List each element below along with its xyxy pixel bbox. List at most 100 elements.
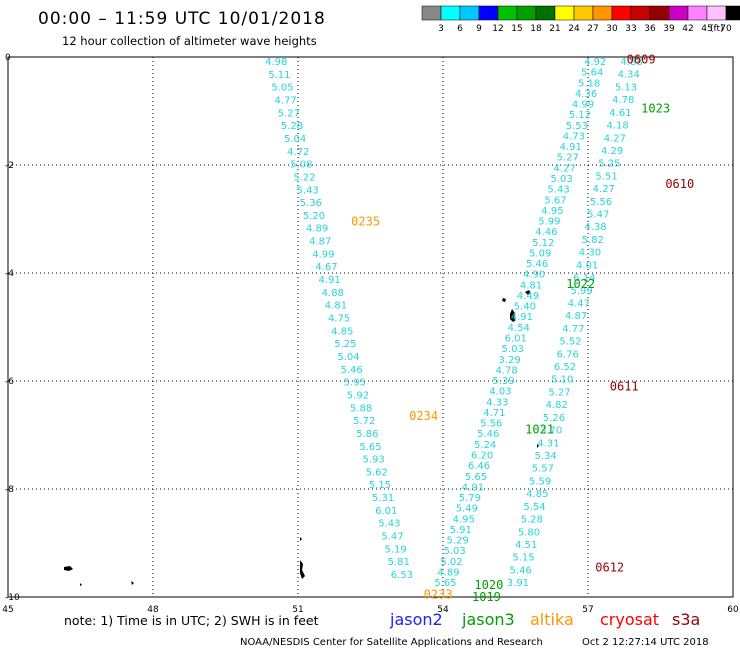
wave-height-value: 6.01 [375, 506, 397, 517]
wave-height-value: 6.52 [554, 362, 576, 373]
wave-height-value: 4.77 [562, 324, 584, 335]
wave-height-value: 5.25 [334, 339, 356, 350]
wave-height-value: 4.91 [462, 482, 484, 493]
wave-height-value: 4.51 [515, 540, 537, 551]
wave-height-value: 4.81 [520, 280, 542, 291]
colorbar-swatch [687, 5, 708, 21]
wave-height-value: 4.46 [535, 227, 557, 238]
colorbar-label: 36 [644, 24, 656, 34]
wave-height-value: 5.40 [514, 302, 536, 313]
pass-label-s3a: 0609 [627, 53, 656, 67]
wave-height-value: 5.10 [551, 375, 573, 386]
axis-ticks: 45 48 51 54 57 60 0 -2 -4 -6 -8 -10 [2, 53, 739, 615]
wave-height-value: 4.27 [604, 133, 626, 144]
pass-label-s3a: 0610 [665, 177, 694, 191]
wave-height-tracks: 4.985.115.054.775.275.285.044.725.085.22… [265, 57, 643, 589]
colorbar-swatch [725, 5, 740, 21]
colorbar-label: 15 [511, 24, 522, 34]
wave-height-value: 5.11 [268, 70, 290, 81]
colorbar-label: 9 [476, 24, 482, 34]
wave-height-value: 4.89 [437, 567, 459, 578]
wave-height-value: 4.34 [618, 70, 640, 81]
wave-height-value: 4.87 [309, 237, 331, 248]
wave-height-value: 5.39 [492, 376, 514, 387]
wave-height-value: 5.62 [366, 467, 388, 478]
wave-height-value: 4.18 [607, 121, 629, 132]
wave-height-value: 6.46 [468, 461, 490, 472]
wave-height-value: 4.01 [576, 260, 598, 271]
wave-height-value: 5.82 [582, 235, 604, 246]
wave-height-value: 5.05 [271, 83, 293, 94]
wave-height-value: 5.36 [300, 198, 322, 209]
wave-height-value: 4.77 [275, 95, 297, 106]
wave-height-value: 4.78 [612, 95, 634, 106]
wave-height-value: 5.22 [293, 172, 315, 183]
wave-height-value: 5.15 [369, 480, 391, 491]
wave-height-value: 4.75 [328, 314, 350, 325]
wave-height-value: 5.13 [615, 82, 637, 93]
wave-height-value: 6.76 [557, 349, 579, 360]
wave-height-value: 5.91 [450, 525, 472, 536]
colorbar-swatch [611, 5, 632, 21]
pass-label-altika: 0233 [424, 587, 453, 601]
colorbar-label: 18 [530, 24, 542, 34]
colorbar-swatch [706, 5, 727, 21]
x-tick-label: 57 [582, 605, 593, 615]
wave-height-value: 6.01 [505, 334, 527, 345]
wave-height-value: 4.03 [489, 387, 511, 398]
footer-credit: NOAA/NESDIS Center for Satellite Applica… [240, 637, 543, 648]
pass-label-jason3: 1022 [566, 277, 595, 291]
wave-height-value: 4.67 [315, 262, 337, 273]
wave-height-value: 5.86 [356, 429, 378, 440]
wave-height-value: 5.34 [534, 451, 556, 462]
mission-legend: jason2 jason3 altika cryosat s3a [389, 610, 700, 629]
wave-height-value: 4.95 [453, 514, 475, 525]
wave-height-value: 4.88 [620, 57, 642, 68]
wave-height-value: 4.36 [575, 89, 597, 100]
wave-height-value: 4.82 [546, 400, 568, 411]
wave-height-value: 3.29 [498, 355, 520, 366]
colorbar-label: 12 [492, 24, 503, 34]
pass-label-jason3: 1019 [472, 590, 501, 604]
wave-height-value: 5.27 [548, 387, 570, 398]
wave-height-value: 4.81 [325, 301, 347, 312]
wave-height-value: 4.72 [287, 147, 309, 158]
wave-height-value: 5.04 [284, 134, 306, 145]
colorbar-swatch [649, 5, 670, 21]
legend-jason3: jason3 [461, 610, 515, 629]
colorbar-swatch [535, 5, 556, 21]
wave-height-value: 4.27 [593, 184, 615, 195]
colorbar-label: 24 [568, 24, 580, 34]
colorbar-swatch [459, 5, 480, 21]
wave-height-value: 4.95 [541, 206, 563, 217]
y-tick-label: -8 [5, 485, 14, 495]
wave-height-value: 5.67 [544, 195, 566, 206]
colorbar-label: 30 [606, 24, 618, 34]
pass-label-jason3: 1023 [641, 101, 670, 115]
track-ascending-track-middle: 4.925.645.184.364.995.125.534.734.915.27… [434, 57, 606, 589]
wave-height-value: 5.54 [523, 502, 545, 513]
colorbar-label: 3 [438, 24, 444, 34]
wave-height-value: 5.25 [598, 159, 620, 170]
wave-height-value: 4.29 [601, 146, 623, 157]
wave-height-value: 5.09 [529, 248, 551, 259]
wave-height-value: 4.99 [312, 249, 334, 260]
wave-height-value: 4.98 [265, 57, 287, 68]
plot-area: 45 48 51 54 57 600-2-4-6-8-10 4.985.115.054.7… [2, 53, 739, 615]
wave-height-value: 5.47 [587, 210, 609, 221]
wave-height-value: 4.99 [572, 100, 594, 111]
wave-height-value: 5.24 [474, 440, 496, 451]
pass-label-altika: 0234 [409, 409, 438, 423]
wave-height-value: 5.46 [341, 365, 363, 376]
wave-height-value: 5.46 [510, 565, 532, 576]
wave-height-value: 5.46 [526, 259, 548, 270]
colorbar-swatch [497, 5, 518, 21]
wave-height-value: 4.27 [554, 163, 576, 174]
chart-subtitle: 12 hour collection of altimeter wave hei… [62, 34, 317, 48]
colorbar-swatch [554, 5, 575, 21]
wave-height-value: 4.89 [306, 224, 328, 235]
y-tick-label: -10 [5, 593, 20, 603]
y-tick-label: -6 [5, 377, 14, 387]
x-tick-label: 45 [2, 605, 13, 615]
